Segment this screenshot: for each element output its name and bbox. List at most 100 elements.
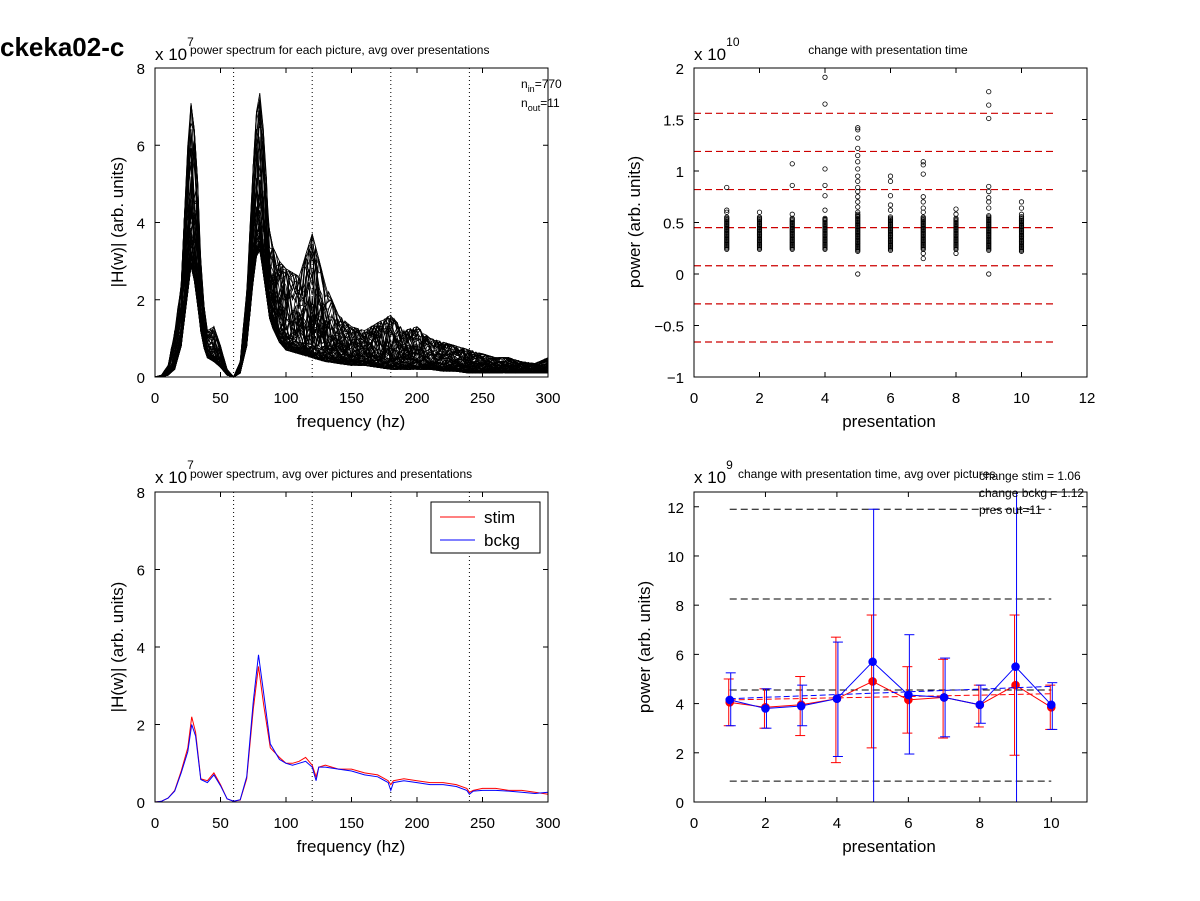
avg-presentation-panel: x 109 change with presentation time, avg… <box>635 458 1088 856</box>
p2-point <box>1018 199 1025 205</box>
p2-point <box>920 159 926 165</box>
p1-xtick-label: 50 <box>212 390 229 407</box>
p2-point <box>855 271 861 277</box>
p2-point <box>855 152 861 159</box>
p2-point <box>1018 205 1025 211</box>
p3-legend-stim-label: stim <box>484 508 515 527</box>
p4-exponent: x 109 <box>694 458 733 487</box>
p2-point <box>855 178 861 184</box>
p3-xtick-label: 0 <box>151 815 159 832</box>
p2-point <box>855 173 861 179</box>
p3-ytick-label: 0 <box>137 795 145 812</box>
spectrum-per-picture-panel: x 107 power spectrum for each picture, a… <box>108 35 562 431</box>
p2-ytick-label: 1 <box>676 164 684 181</box>
p2-xtick-label: 4 <box>821 390 829 407</box>
p2-point <box>756 214 763 220</box>
p3-xtick-label: 300 <box>535 815 560 832</box>
p4-annotation-bckg: change bckg = 1.12 <box>979 486 1084 500</box>
p1-xtick-label: 300 <box>535 390 560 407</box>
p4-ylabel: power (arb. units) <box>635 581 654 713</box>
p2-point <box>789 182 795 189</box>
p1-ylabel: |H(w)| (arb. units) <box>108 157 127 288</box>
p4-series-stim <box>729 680 1052 708</box>
p2-point <box>855 166 861 172</box>
p3-ylabel: |H(w)| (arb. units) <box>108 582 127 713</box>
p1-title: power spectrum for each picture, avg ove… <box>190 43 489 57</box>
p2-ytick-label: 2 <box>676 61 684 78</box>
p2-point <box>986 89 992 95</box>
p2-point <box>822 193 828 199</box>
p3-ytick-label: 2 <box>137 718 145 735</box>
p4-ytick-label: 4 <box>676 697 684 714</box>
p2-point <box>920 214 926 220</box>
p3-series-stim <box>154 666 549 803</box>
p2-point <box>724 209 730 215</box>
p3-series-bckg <box>154 654 549 803</box>
p2-point <box>855 135 861 141</box>
p4-point-bckg <box>1011 662 1020 671</box>
p3-lines <box>154 654 549 803</box>
p2-point <box>920 255 926 262</box>
p2-point <box>920 194 926 200</box>
p2-point <box>855 194 861 200</box>
p4-xtick-label: 2 <box>761 815 769 832</box>
p3-title: power spectrum, avg over pictures and pr… <box>190 467 472 481</box>
p2-point <box>855 189 861 195</box>
p2-point <box>1018 214 1025 220</box>
p2-point <box>1018 211 1025 217</box>
p3-xtick-label: 50 <box>212 815 229 832</box>
p4-series <box>723 491 1058 802</box>
p1-ytick-label: 2 <box>137 293 145 310</box>
p2-points <box>724 74 1025 277</box>
p2-point <box>986 115 992 122</box>
p1-xtick-label: 250 <box>470 390 495 407</box>
p3-xtick-label: 100 <box>273 815 298 832</box>
p2-point <box>822 166 828 172</box>
avg-spectrum-panel: x 107 power spectrum, avg over pictures … <box>108 458 561 856</box>
p4-ytick-label: 0 <box>676 795 684 812</box>
p2-xlabel: presentation <box>842 412 936 431</box>
p2-ytick-label: −0.5 <box>654 319 684 336</box>
p2-point <box>986 205 992 211</box>
p3-ytick-label: 4 <box>137 640 145 657</box>
p3-ytick-label: 8 <box>137 485 145 502</box>
p1-ytick-label: 4 <box>137 216 145 233</box>
p2-xtick-label: 0 <box>690 390 698 407</box>
p4-ytick-label: 8 <box>676 598 684 615</box>
p3-legend-box <box>430 501 541 554</box>
p2-point <box>920 171 926 177</box>
p1-xtick-label: 200 <box>404 390 429 407</box>
p2-point <box>887 207 894 213</box>
p1-ytick-label: 8 <box>137 61 145 78</box>
p1-annotation-nout: nout=11 <box>521 96 560 113</box>
p2-point <box>822 182 828 189</box>
p2-point <box>789 211 795 217</box>
p2-xtick-label: 6 <box>886 390 894 407</box>
p2-point <box>953 211 959 217</box>
p4-point-bckg <box>904 690 913 700</box>
p2-point <box>724 214 730 220</box>
p2-exponent: x 1010 <box>694 35 740 64</box>
p4-axes-box <box>693 491 1088 803</box>
p1-annotation-nin: nin=770 <box>521 77 562 94</box>
p1-traces <box>154 93 549 378</box>
p3-xlabel: frequency (hz) <box>297 837 406 856</box>
p4-xtick-label: 0 <box>690 815 698 832</box>
p1-xlabel: frequency (hz) <box>297 412 406 431</box>
p2-point <box>953 250 959 256</box>
p3-exponent: x 107 <box>155 458 194 487</box>
p2-xtick-label: 12 <box>1079 390 1096 407</box>
p2-point <box>756 209 763 215</box>
p4-ytick-label: 6 <box>676 647 684 664</box>
p2-point <box>986 213 992 219</box>
p2-ytick-label: 0 <box>676 267 684 284</box>
p3-ytick-label: 6 <box>137 563 145 580</box>
p3-xtick-label: 250 <box>470 815 495 832</box>
p2-title: change with presentation time <box>808 43 968 57</box>
p2-ytick-label: 1.5 <box>663 113 684 130</box>
p2-point <box>855 127 861 133</box>
figure-title: ckeka02-c <box>0 32 124 62</box>
p2-point <box>887 178 894 184</box>
p3-xtick-label: 150 <box>339 815 364 832</box>
